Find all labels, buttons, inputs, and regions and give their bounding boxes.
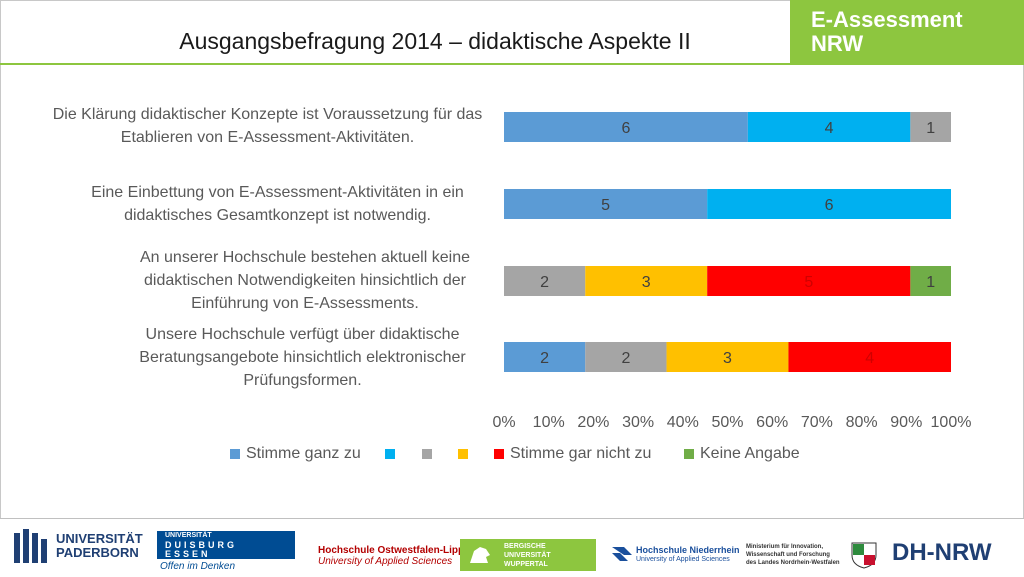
data-label-q4-s3: 2 — [621, 350, 630, 367]
legend-item-6: Keine Angabe — [684, 443, 800, 465]
niederrhein-arrow-icon — [612, 547, 632, 561]
legend-label: Stimme ganz zu — [246, 445, 361, 462]
nrw-crest-icon — [851, 542, 877, 569]
data-label-q2-s2: 6 — [825, 197, 834, 214]
chart-legend: Stimme ganz zu Stimme gar nicht zu Keine A… — [0, 443, 1024, 465]
logo-ministerium: Ministerium für Innovation, Wissenschaft… — [746, 544, 840, 566]
bar-segment-q2-s1 — [504, 189, 708, 219]
data-label-q2-s1: 5 — [601, 197, 610, 214]
lion-icon — [470, 547, 490, 563]
bar-segment-q3-s5 — [707, 266, 911, 296]
bar-segment-q3-s3 — [504, 266, 586, 296]
question-label-3: An unserer Hochschule bestehen aktuell k… — [140, 249, 470, 312]
x-tick-label: 90% — [890, 414, 922, 431]
header-divider — [0, 63, 1024, 65]
legend-item-2 — [385, 443, 401, 465]
legend-swatch — [458, 448, 468, 459]
logo-owl: Hochschule Ostwestfalen-Lippe University… — [318, 545, 470, 567]
legend-swatch — [422, 448, 432, 459]
bar-segment-q4-s5 — [788, 342, 951, 372]
bar-segment-q3-s6 — [910, 266, 951, 296]
legend-item-5: Stimme gar nicht zu — [494, 443, 651, 465]
bar-segment-q2-s2 — [707, 189, 951, 219]
data-label-q4-s1: 2 — [540, 350, 549, 367]
logo-wuppertal: BERGISCHE UNIVERSITÄT WUPPERTAL — [460, 539, 596, 571]
legend-label: Keine Angabe — [700, 445, 800, 462]
legend-label: Stimme gar nicht zu — [510, 445, 652, 462]
logo-duisburg-slogan: Offen im Denken — [160, 561, 236, 572]
bar-segment-q4-s3 — [585, 342, 667, 372]
brand-line-1: E-Assessment — [811, 7, 963, 32]
paderborn-crest-icon — [14, 529, 47, 563]
x-tick-label: 50% — [711, 414, 743, 431]
question-label-2: Eine Einbettung von E-Assessment-Aktivit… — [91, 184, 464, 224]
bar-segment-q1-s2 — [747, 112, 911, 142]
x-tick-label: 30% — [622, 414, 654, 431]
x-tick-label: 80% — [846, 414, 878, 431]
slide-title: Ausgangsbefragung 2014 – didaktische Asp… — [179, 28, 691, 54]
x-tick-label: 40% — [667, 414, 699, 431]
legend-item-3 — [422, 443, 438, 465]
logo-dh-nrw: DH-NRW — [892, 539, 992, 566]
legend-item-4 — [458, 443, 474, 465]
logo-paderborn: UNIVERSITÄT PADERBORN — [56, 531, 143, 560]
legend-item-1: Stimme ganz zu — [230, 443, 361, 465]
logo-niederrhein: Hochschule Niederrhein University of App… — [636, 545, 740, 563]
x-tick-label: 60% — [756, 414, 788, 431]
x-tick-label: 0% — [492, 414, 515, 431]
data-label-q3-s3: 2 — [540, 274, 549, 291]
legend-swatch — [684, 448, 694, 459]
legend-swatch — [494, 448, 504, 459]
data-label-q3-s5: 5 — [804, 274, 813, 291]
data-label-q4-s4: 3 — [723, 350, 732, 367]
x-tick-label: 20% — [577, 414, 609, 431]
x-tick-label: 100% — [931, 414, 972, 431]
bar-segment-q3-s4 — [585, 266, 708, 296]
data-label-q3-s6: 1 — [926, 274, 935, 291]
question-label-1: Die Klärung didaktischer Konzepte ist Vo… — [52, 106, 483, 146]
data-label-q1-s3: 1 — [926, 120, 935, 137]
bar-segment-q4-s4 — [666, 342, 789, 372]
legend-swatch — [230, 448, 240, 459]
data-label-q4-s5: 4 — [865, 350, 874, 367]
bar-segment-q4-s1 — [504, 342, 586, 372]
data-label-q1-s1: 6 — [621, 120, 630, 137]
x-tick-label: 70% — [801, 414, 833, 431]
bar-segment-q1-s1 — [504, 112, 748, 142]
x-tick-label: 10% — [533, 414, 565, 431]
bar-segment-q1-s3 — [910, 112, 951, 142]
logo-duisburg-essen: UNIVERSITÄT DUISBURG ESSEN — [157, 531, 295, 559]
brand-box: E-Assessment NRW — [790, 0, 1024, 63]
footer-logos: UNIVERSITÄT PADERBORN UNIVERSITÄT DUISBU… — [0, 518, 1024, 577]
data-label-q1-s2: 4 — [825, 120, 834, 137]
legend-swatch — [385, 448, 395, 459]
data-label-q3-s4: 3 — [642, 274, 651, 291]
question-label-4: Unsere Hochschule verfügt über didaktisc… — [139, 326, 466, 389]
brand-line-2: NRW — [811, 31, 864, 56]
